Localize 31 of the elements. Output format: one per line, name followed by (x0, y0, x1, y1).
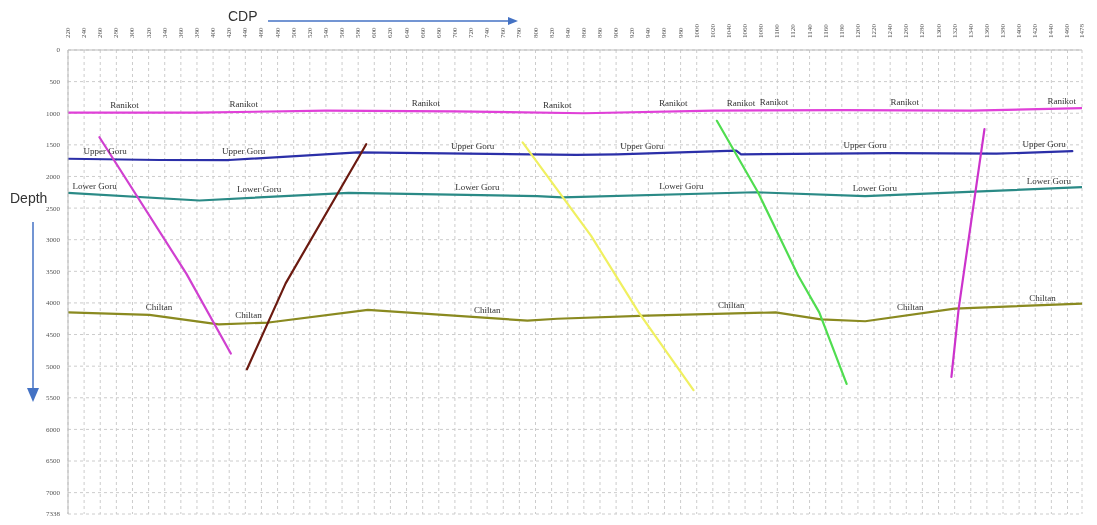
annotation: Ranikot (110, 99, 140, 110)
annotation: Chiltan (718, 300, 746, 311)
annotation: Ranikot (411, 98, 441, 109)
annotation: Upper Goru (843, 140, 888, 151)
annotation: Lower Goru (1026, 175, 1072, 186)
annotation: Ranikot (726, 97, 756, 108)
y-axis-title: Depth (10, 190, 48, 206)
annotation: Chiltan (235, 310, 263, 321)
annotation: Lower Goru (455, 182, 501, 193)
annotation: Chiltan (145, 302, 173, 313)
annotation: Ranikot (1047, 95, 1077, 106)
annotation: Lower Goru (236, 184, 282, 195)
annotation: Ranikot (543, 99, 573, 110)
annotation: Ranikot (229, 98, 259, 109)
annotation: Upper Goru (451, 140, 495, 151)
line-series (68, 302, 1082, 326)
annotation: Lower Goru (659, 181, 705, 192)
annotation: Upper Goru (1022, 139, 1067, 150)
line-series (68, 149, 1074, 162)
annotation: Chiltan (897, 301, 925, 312)
annotation: Chiltan (473, 304, 501, 315)
annotation: Ranikot (659, 98, 689, 109)
annotation: Ranikot (759, 97, 789, 108)
annotation: Ranikot (890, 97, 920, 108)
annotation: Upper Goru (620, 140, 665, 151)
chart-title: CDP (228, 8, 258, 24)
annotation: Upper Goru (222, 146, 266, 157)
annotation: Chiltan (1029, 293, 1057, 304)
annotation: Lower Goru (852, 182, 898, 193)
annotation: Upper Goru (83, 146, 128, 157)
annotation: Lower Goru (72, 181, 118, 192)
